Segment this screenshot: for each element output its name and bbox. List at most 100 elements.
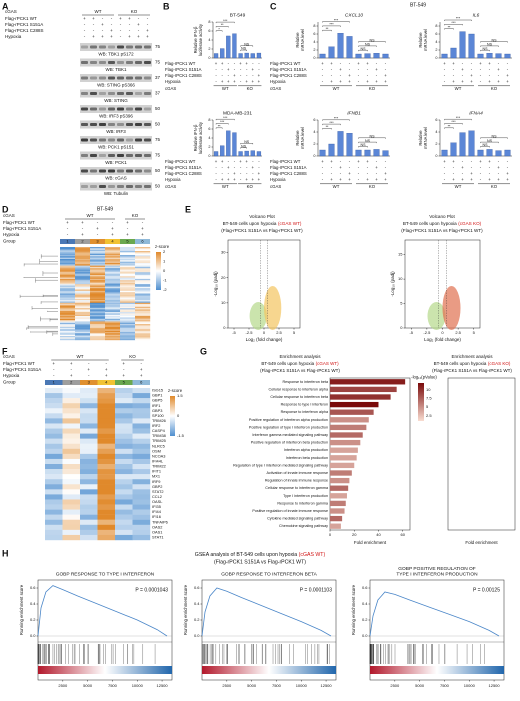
sign: + [339, 177, 342, 182]
sign: + [321, 159, 324, 164]
heat-cell [105, 262, 121, 265]
bar [250, 53, 255, 59]
heat-cell [97, 484, 116, 490]
heat-cell [105, 320, 121, 322]
heat-cell [60, 273, 76, 276]
heat-cell [135, 286, 151, 289]
bar [382, 150, 389, 157]
plot-title: GOBP POSITIVE REGULATION OF [398, 566, 475, 572]
term-label: Positive regulation of innate immune res… [252, 509, 328, 513]
heat-cell [75, 256, 91, 258]
sign: - [258, 67, 260, 72]
heat-cell [105, 337, 121, 339]
heat-cell [90, 254, 106, 257]
heat-cell [97, 433, 116, 439]
heat-cell [120, 247, 136, 249]
sign: + [461, 165, 464, 170]
heat-cell [97, 423, 116, 429]
heat-cell [115, 469, 133, 475]
heat-cell [62, 494, 81, 500]
blot-band [108, 107, 115, 111]
heat-cell [62, 474, 81, 480]
sign: + [384, 177, 387, 182]
heat-cell [132, 398, 151, 404]
heat-cell [90, 338, 106, 341]
blot-label: WB: cGAS [105, 176, 127, 181]
heat-cell [105, 260, 121, 262]
heat-cell [90, 322, 106, 325]
heat-cell [115, 484, 133, 490]
bar [220, 145, 225, 157]
heat-cell [97, 448, 116, 455]
chart-title: MDA-MB-231 [223, 110, 252, 116]
group-label: KO [129, 354, 136, 359]
sig-label: NS [492, 134, 498, 138]
heat-cell [75, 296, 91, 298]
heat-cell [90, 334, 106, 337]
y-tick-label: 8 [208, 20, 210, 24]
sign: - [444, 73, 446, 78]
heat-cell [120, 265, 136, 268]
y-tick-label: 0 [435, 56, 437, 60]
heat-cell [60, 293, 76, 296]
panel-label: F [2, 346, 8, 356]
sign: - [240, 177, 242, 182]
legend-tick: 5 [426, 404, 429, 409]
row-label: Flag-rPCK1 WT [5, 16, 37, 21]
heat-cell [60, 286, 76, 289]
heat-cell [135, 318, 151, 321]
blot-band [135, 61, 142, 64]
heat-cell [62, 428, 81, 434]
blot-band [108, 154, 115, 157]
heat-cell [45, 403, 63, 409]
group-id: 6 [140, 380, 143, 385]
blot-band [144, 123, 151, 126]
blot-band [126, 185, 133, 188]
sig-bracket [358, 41, 386, 43]
heat-cell [90, 300, 106, 302]
x-tick-label: 7500 [440, 683, 450, 688]
heat-cell [75, 290, 91, 293]
sign: - [252, 171, 254, 176]
heat-cell [120, 310, 136, 313]
plot-comparison: (Flag-rPCK1 S151A vs Flag-rPCK1 WT) [401, 228, 483, 233]
heat-cell [60, 285, 76, 288]
sig-bracket [480, 45, 499, 47]
sign: + [452, 177, 455, 182]
heat-cell [60, 292, 76, 294]
bar [486, 53, 493, 59]
y-tick-label: 6 [313, 32, 315, 36]
sign: - [215, 79, 217, 84]
heat-cell [75, 284, 91, 286]
row-label: Hypoxia [5, 34, 22, 39]
sign: - [376, 61, 378, 66]
heat-cell [135, 248, 151, 250]
heat-cell [97, 519, 116, 525]
heat-cell [105, 288, 121, 290]
x-tick-label: -2.5 [423, 330, 431, 335]
sign: + [92, 34, 95, 39]
sign: + [70, 373, 73, 378]
blot-band [135, 138, 142, 142]
sign: - [97, 232, 99, 237]
group-box [135, 239, 150, 244]
sign: + [497, 165, 500, 170]
sig-bracket [358, 141, 377, 144]
group-label: KO [491, 184, 498, 189]
heat-cell [80, 398, 98, 404]
heat-cell [90, 317, 106, 319]
term-label: Activation of innate immune response [267, 471, 329, 475]
gene-label: STAT2 [152, 489, 164, 494]
heat-cell [60, 248, 76, 250]
heat-cell [135, 252, 151, 254]
sign: - [127, 226, 129, 231]
heat-cell [60, 321, 76, 323]
blot-band [108, 123, 115, 126]
heat-cell [132, 438, 151, 444]
heat-cell [60, 324, 76, 326]
heat-cell [45, 433, 63, 439]
term-label: Regulation of innate immune response [265, 479, 328, 483]
heat-cell [132, 423, 151, 429]
sign: + [357, 61, 360, 66]
heat-cell [115, 458, 133, 465]
